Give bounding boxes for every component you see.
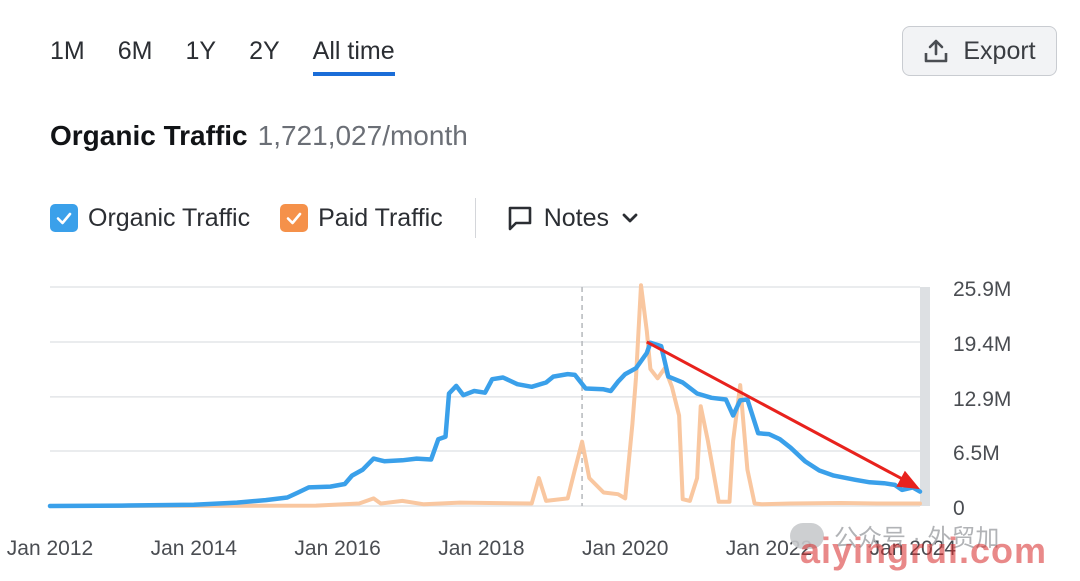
traffic-chart: 0 6.5M 12.9M 19.4M 25.9M Jan 2012 Jan 2014 Jan …: [7, 278, 1012, 560]
trend-arrow-head: [896, 470, 920, 490]
chevron-down-icon: [622, 213, 638, 223]
x-tick-label: Jan 2012: [7, 537, 93, 560]
x-tick-label: Jan 2018: [438, 537, 524, 560]
wechat-icon: [790, 522, 824, 549]
range-tab-1m[interactable]: 1M: [50, 37, 85, 65]
y-tick-label: 12.9M: [953, 388, 1011, 411]
x-tick-label: Jan 2014: [151, 537, 238, 560]
organic-checkbox-icon[interactable]: [50, 204, 78, 232]
legend-paid-label: Paid Traffic: [318, 203, 443, 232]
y-tick-label: 19.4M: [953, 333, 1011, 356]
watermark-overlay: aiyingrui.com: [800, 530, 1048, 571]
legend-organic-toggle[interactable]: Organic Traffic: [50, 204, 250, 233]
range-tab-2y[interactable]: 2Y: [249, 37, 280, 65]
legend-organic-label: Organic Traffic: [88, 203, 251, 232]
notes-label: Notes: [543, 203, 610, 232]
legend-paid-toggle[interactable]: Paid Traffic: [280, 204, 443, 233]
legend-divider: [474, 198, 476, 238]
export-label: Export: [963, 36, 1036, 65]
organic-traffic-line: [47, 340, 923, 509]
trend-arrow-line: [646, 340, 911, 485]
x-tick-label: Jan 2024: [870, 537, 957, 560]
x-tick-label: Jan 2022: [726, 537, 812, 560]
title-row: Organic Traffic 1,721,027/month: [50, 120, 468, 152]
range-tabs: 1M 6M 1Y 2Y All time: [50, 36, 428, 76]
range-tab-6m[interactable]: 6M: [117, 37, 153, 65]
notes-dropdown[interactable]: Notes: [506, 204, 639, 233]
page-title: Organic Traffic: [50, 120, 248, 151]
y-tick-label: 25.9M: [953, 278, 1011, 301]
range-tab-all-time[interactable]: All time: [312, 36, 395, 76]
paid-checkbox-icon[interactable]: [280, 204, 309, 232]
range-tab-1y[interactable]: 1Y: [185, 37, 217, 65]
y-tick-label: 6.5M: [953, 442, 1000, 465]
chart-legend: Organic Traffic Paid Traffic Notes: [50, 198, 639, 238]
watermark: 公众号 · 外贸加: [790, 518, 999, 553]
watermark-text: 公众号 · 外贸加: [834, 525, 1000, 552]
x-tick-label: Jan 2016: [294, 537, 380, 560]
notes-icon: [508, 206, 532, 231]
paid-traffic-line: [48, 283, 922, 508]
traffic-value: 1,721,027/month: [257, 120, 468, 151]
x-tick-label: Jan 2020: [582, 537, 668, 560]
export-icon: [925, 39, 948, 63]
y-tick-label: 0: [953, 497, 965, 520]
export-button[interactable]: Export: [902, 26, 1057, 76]
range-edge-band: [920, 287, 930, 506]
